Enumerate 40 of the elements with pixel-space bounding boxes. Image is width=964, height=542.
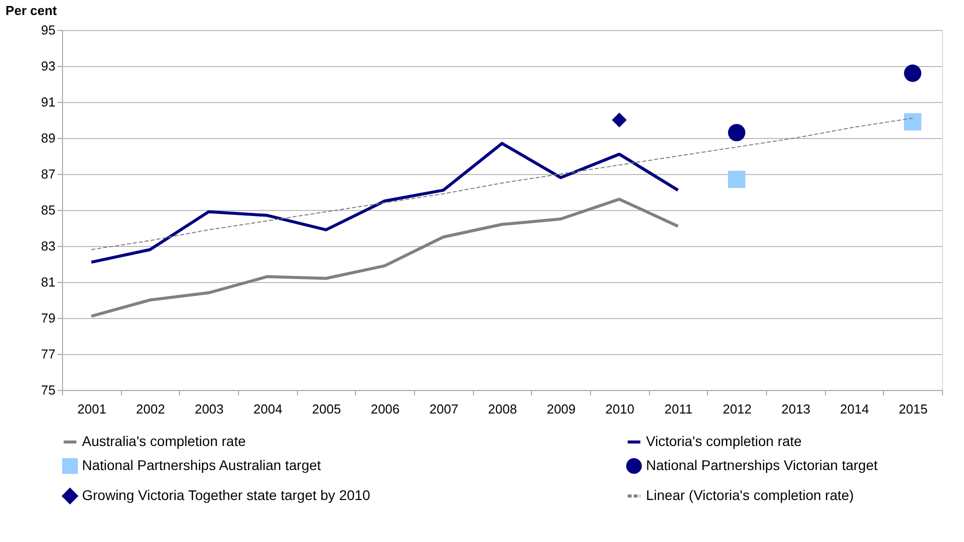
y-tick-label: 81 [41, 274, 56, 290]
x-tick-label: 2011 [664, 402, 692, 416]
line-series [90, 198, 680, 318]
legend-label: Victoria's completion rate [646, 433, 802, 449]
x-tick-label: 2004 [253, 402, 282, 416]
point [728, 170, 746, 188]
x-tick-label: 2012 [722, 402, 752, 416]
point [728, 124, 746, 142]
x-tick-label: 2001 [77, 402, 106, 416]
line-series [90, 142, 680, 264]
x-tick-label: 2013 [781, 402, 810, 416]
y-tick-label: 95 [41, 22, 56, 38]
point [904, 113, 922, 130]
y-tick-label: 75 [41, 382, 56, 398]
y-tick-label: 93 [41, 58, 56, 74]
x-tick-label: 2009 [546, 402, 576, 416]
x-tick-label: 2006 [370, 402, 400, 416]
x-tick-label: 2007 [429, 402, 458, 416]
legend-label: Linear (Victoria's completion rate) [646, 487, 854, 503]
legend-label: Growing Victoria Together state target by 2010 [82, 487, 370, 503]
x-tick-label: 2005 [312, 402, 341, 416]
y-tick-label: 83 [41, 238, 56, 254]
point [612, 112, 627, 128]
legend-label: National Partnerships Australian target [82, 457, 322, 473]
y-tick-label: 77 [41, 346, 56, 362]
x-tick-label: 2014 [840, 402, 869, 416]
y-tick-label: 85 [41, 202, 56, 218]
x-tick-label: 2002 [136, 402, 165, 416]
y-tick-label: 91 [41, 94, 56, 110]
point [904, 64, 922, 82]
x-tick-label: 2008 [488, 402, 517, 416]
y-tick-label: 87 [41, 166, 56, 182]
x-tick-label: 2010 [605, 402, 634, 416]
x-tick-label: 2015 [898, 402, 928, 416]
legend-label: Australia's completion rate [82, 433, 246, 449]
y-tick-label: 79 [41, 310, 56, 326]
x-tick-label: 2003 [194, 402, 224, 416]
legend-label: National Partnerships Victorian target [646, 457, 878, 473]
y-tick-label: 89 [41, 130, 56, 146]
y-axis-title: Per cent [6, 3, 58, 18]
